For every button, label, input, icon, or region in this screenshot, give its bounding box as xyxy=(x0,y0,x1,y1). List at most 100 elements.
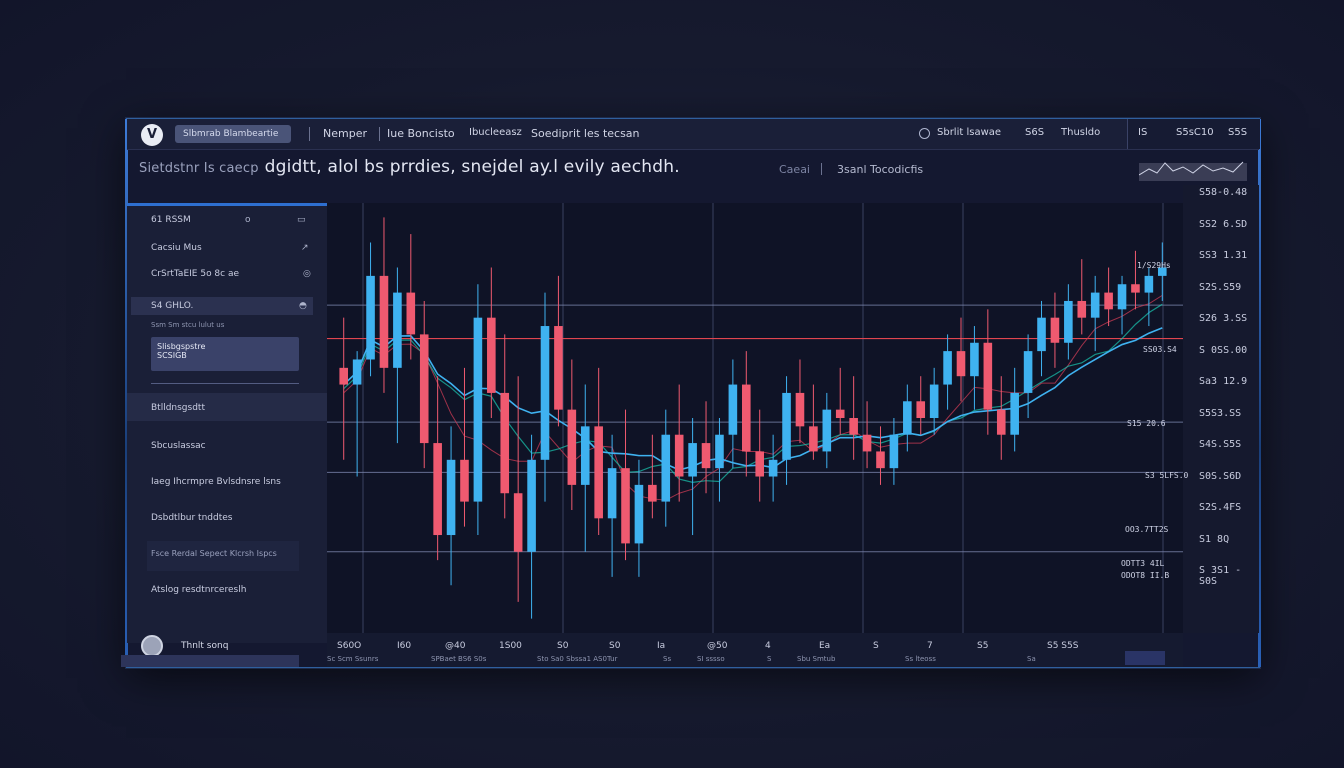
price-axis-label: SS3 1.31 xyxy=(1199,250,1248,261)
price-axis-label: S58-0.48 xyxy=(1199,187,1248,198)
toolbar-control-1[interactable]: Sbrlit lsawae xyxy=(937,127,1002,138)
time-axis-label: 1S00 xyxy=(499,641,522,651)
candle-body xyxy=(366,275,375,360)
candle-body xyxy=(379,275,389,368)
app-logo-icon[interactable]: V xyxy=(141,124,163,146)
user-name[interactable]: Thnlt sonq xyxy=(181,641,229,651)
candle-body xyxy=(621,468,630,544)
sidebar-menu-4[interactable]: Dsbdtlbur tnddtes xyxy=(151,513,233,523)
mini-sparkline-logo-icon xyxy=(1139,161,1247,181)
right-control-1[interactable]: IS xyxy=(1138,127,1148,138)
candle-body xyxy=(701,443,711,469)
sidebar-menu-5[interactable]: Fsce Rerdal Sepect Klcrsh Ispcs xyxy=(151,549,277,558)
candle-body xyxy=(473,317,483,502)
sidebar-menu-active[interactable] xyxy=(127,393,327,421)
candle-body xyxy=(674,434,684,477)
page-title-text: dgidtt, alol bs prrdies, snejdel ay.l ev… xyxy=(264,157,680,177)
time-axis-label: Ia xyxy=(657,641,666,651)
candle-body xyxy=(741,384,751,452)
target-icon[interactable]: ◎ xyxy=(303,269,311,279)
time-axis-label: 7 xyxy=(927,641,933,651)
candle-body xyxy=(648,484,657,502)
candle-body xyxy=(567,409,577,485)
candle-body xyxy=(393,292,402,368)
time-axis-sublabel: Sbu Smtub xyxy=(797,655,836,663)
candle-body xyxy=(1131,284,1140,293)
candle-body xyxy=(943,351,952,385)
time-axis-sublabel: Ss xyxy=(663,655,672,663)
candle-body xyxy=(594,426,603,519)
sidebar-selected-row[interactable] xyxy=(131,297,313,315)
price-tag-1: 1/S29Hs xyxy=(1137,261,1171,270)
window-left-edge xyxy=(125,119,128,667)
candle-body xyxy=(835,409,845,418)
nav-tab-2[interactable]: Iue Boncisto xyxy=(387,127,455,140)
nav-tab-1[interactable]: Nemper xyxy=(323,127,367,140)
sidebar-menu-1[interactable]: Btlldnsgsdtt xyxy=(151,403,205,413)
candle-body xyxy=(580,426,590,485)
candle-body xyxy=(352,359,362,385)
time-axis-sublabel: Ss lteoss xyxy=(905,655,936,663)
sidebar-card[interactable]: Slisbgspstre SCSIGB xyxy=(151,337,299,371)
candle-body xyxy=(460,459,469,502)
time-axis-sublabel: Sto Sa0 Sbssa1 AS0Tur xyxy=(537,655,618,663)
price-axis-label: S 3S1 - S0S xyxy=(1199,565,1242,587)
candle-body xyxy=(795,392,805,427)
sidebar-item-3[interactable]: CrSrtTaEIE 5o 8c ae ◎ xyxy=(151,269,311,279)
user-avatar[interactable] xyxy=(141,635,163,657)
sidebar-menu-6[interactable]: Atslog resdtnrcereslh xyxy=(151,585,247,595)
sidebar-accent-line xyxy=(127,203,327,206)
price-axis-label: S2S.4FS xyxy=(1199,502,1242,513)
sidebar-item-5: Ssm Sm stcu lulut us xyxy=(151,321,225,329)
toggle-half-icon[interactable]: ◓ xyxy=(299,301,307,311)
time-axis-sublabel: Sa xyxy=(1027,655,1036,663)
candle-body xyxy=(339,367,349,385)
nav-tab-4[interactable]: Soediprit les tecsan xyxy=(531,127,640,140)
candle-body xyxy=(527,459,536,552)
edit-icon[interactable]: ↗ xyxy=(301,243,309,253)
price-axis-label: S4S.S5S xyxy=(1199,439,1242,450)
price-axis-label: S26 3.SS xyxy=(1199,313,1248,324)
sidebar-item-4-label: S4 GHLO. xyxy=(151,301,194,311)
time-axis-label: @40 xyxy=(445,641,466,651)
toolbar-control-2[interactable]: S6S xyxy=(1025,127,1045,138)
time-axis-label: S5 S5S xyxy=(1047,641,1079,651)
toolbar-control-3[interactable]: Thusldo xyxy=(1061,127,1101,138)
search-input[interactable]: Slbmrab Blambeartie xyxy=(175,125,291,143)
sidebar-card-line-2: SCSIGB xyxy=(157,351,187,360)
price-tag-7: ODOT8 II.B xyxy=(1121,571,1170,580)
status-circle-icon[interactable] xyxy=(919,128,930,139)
divider xyxy=(309,127,310,141)
time-axis-label: I60 xyxy=(397,641,412,651)
toggle-icon[interactable]: o xyxy=(245,215,251,225)
sidebar-menu-3[interactable]: Iaeg Ihcrmpre Bvlsdnsre lsns xyxy=(151,477,281,487)
candle-body xyxy=(876,451,885,469)
candle-body xyxy=(929,384,939,418)
candle-body xyxy=(849,418,858,435)
time-axis-label: S5 xyxy=(977,641,989,651)
candlestick-chart[interactable] xyxy=(327,203,1183,633)
price-tag-3: S15 20.6 xyxy=(1127,419,1166,428)
time-axis-sublabel: Sc Scm Ssunrs xyxy=(327,655,379,663)
candle-body xyxy=(487,317,496,393)
panel-icon[interactable]: ▭ xyxy=(297,215,306,225)
nav-tab-3[interactable]: Ibucleeasz xyxy=(469,127,522,138)
sidebar-menu-2[interactable]: Sbcuslassac xyxy=(151,441,206,451)
price-tag-4: S3 5LFS.0 xyxy=(1145,471,1189,480)
candle-body xyxy=(809,426,818,452)
header-sub-mid: 3sanl Tocodicfis xyxy=(837,163,924,176)
right-control-3[interactable]: S5S xyxy=(1228,127,1248,138)
right-control-2[interactable]: S5sC10 xyxy=(1176,127,1214,138)
time-axis-sublabel: SI sssso xyxy=(697,655,725,663)
top-right-controls: IS S5sC10 S5S xyxy=(1127,119,1260,149)
sidebar-item-2[interactable]: Cacsiu Mus ↗ xyxy=(151,243,309,253)
sidebar-item-4[interactable]: S4 GHLO. ◓ xyxy=(151,301,307,311)
price-axis-label: S0S.S6D xyxy=(1199,470,1242,482)
sidebar-item-1[interactable]: 61 RSSM o ▭ xyxy=(151,215,306,225)
sidebar-card-line-1: Slisbgspstre xyxy=(157,342,206,351)
divider xyxy=(379,127,380,141)
candle-body xyxy=(1157,267,1167,276)
sidebar-menu-box xyxy=(147,541,299,571)
sidebar-item-1-label: 61 RSSM xyxy=(151,215,191,225)
candle-body xyxy=(433,443,442,536)
